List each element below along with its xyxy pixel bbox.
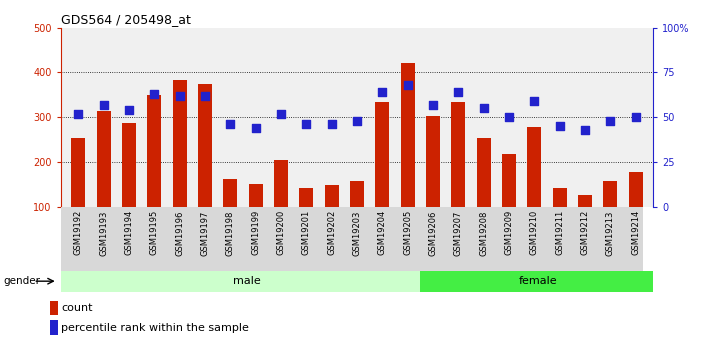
Bar — [274, 160, 288, 207]
Text: GSM19213: GSM19213 — [605, 210, 615, 256]
Bar — [97, 110, 111, 207]
Text: GSM19208: GSM19208 — [479, 210, 488, 256]
Bar — [173, 80, 186, 207]
Text: GSM19200: GSM19200 — [276, 210, 286, 255]
Text: gender: gender — [4, 276, 41, 286]
Text: GSM19194: GSM19194 — [124, 210, 134, 255]
Text: GSM19211: GSM19211 — [555, 210, 564, 255]
Text: GSM19209: GSM19209 — [505, 210, 513, 255]
Bar — [401, 62, 415, 207]
Point — [503, 115, 515, 120]
Bar — [477, 138, 491, 207]
Point — [276, 111, 287, 117]
Bar — [350, 181, 364, 207]
Text: GSM19207: GSM19207 — [454, 210, 463, 256]
Text: GSM19210: GSM19210 — [530, 210, 539, 255]
Bar — [122, 123, 136, 207]
Point — [250, 125, 261, 131]
Bar — [578, 195, 592, 207]
Bar — [61, 271, 421, 292]
Bar — [248, 184, 263, 207]
Bar — [376, 101, 389, 207]
Bar — [325, 185, 338, 207]
Point — [554, 124, 565, 129]
Point — [402, 82, 413, 88]
Bar — [71, 138, 86, 207]
Text: GSM19203: GSM19203 — [353, 210, 361, 256]
Point — [98, 102, 109, 108]
Point — [174, 93, 186, 99]
Point — [605, 118, 616, 124]
Bar — [502, 154, 516, 207]
Text: GSM19202: GSM19202 — [327, 210, 336, 255]
Text: GSM19214: GSM19214 — [631, 210, 640, 255]
Text: GSM19192: GSM19192 — [74, 210, 83, 255]
Point — [453, 89, 464, 95]
Point — [326, 122, 338, 127]
Text: GSM19205: GSM19205 — [403, 210, 412, 255]
Bar — [223, 179, 237, 207]
Point — [427, 102, 438, 108]
Point — [199, 93, 211, 99]
Text: percentile rank within the sample: percentile rank within the sample — [61, 323, 249, 333]
Point — [301, 122, 312, 127]
Text: GSM19204: GSM19204 — [378, 210, 387, 255]
Text: GDS564 / 205498_at: GDS564 / 205498_at — [61, 13, 191, 27]
Text: GSM19196: GSM19196 — [175, 210, 184, 256]
Text: GSM19198: GSM19198 — [226, 210, 235, 256]
Bar — [421, 271, 678, 292]
Text: count: count — [61, 303, 93, 313]
Text: GSM19199: GSM19199 — [251, 210, 260, 255]
Point — [376, 89, 388, 95]
Bar — [451, 101, 466, 207]
Text: GSM19197: GSM19197 — [201, 210, 209, 256]
Point — [528, 98, 540, 104]
Point — [579, 127, 590, 132]
Text: GSM19206: GSM19206 — [428, 210, 438, 256]
Bar — [603, 181, 617, 207]
Bar — [528, 127, 541, 207]
Point — [630, 115, 641, 120]
Point — [478, 106, 489, 111]
Point — [73, 111, 84, 117]
Bar — [628, 172, 643, 207]
Point — [124, 107, 135, 113]
Point — [149, 91, 160, 97]
Bar — [198, 84, 212, 207]
Text: male: male — [233, 276, 261, 286]
Bar — [553, 188, 567, 207]
Text: GSM19193: GSM19193 — [99, 210, 109, 256]
Text: female: female — [519, 276, 558, 286]
Bar — [50, 301, 58, 315]
Point — [225, 122, 236, 127]
Text: GSM19201: GSM19201 — [302, 210, 311, 255]
Point — [351, 118, 363, 124]
Bar — [147, 95, 161, 207]
Bar — [299, 188, 313, 207]
Text: GSM19195: GSM19195 — [150, 210, 159, 255]
Bar — [426, 116, 440, 207]
Bar — [50, 320, 58, 335]
Text: GSM19212: GSM19212 — [580, 210, 590, 255]
